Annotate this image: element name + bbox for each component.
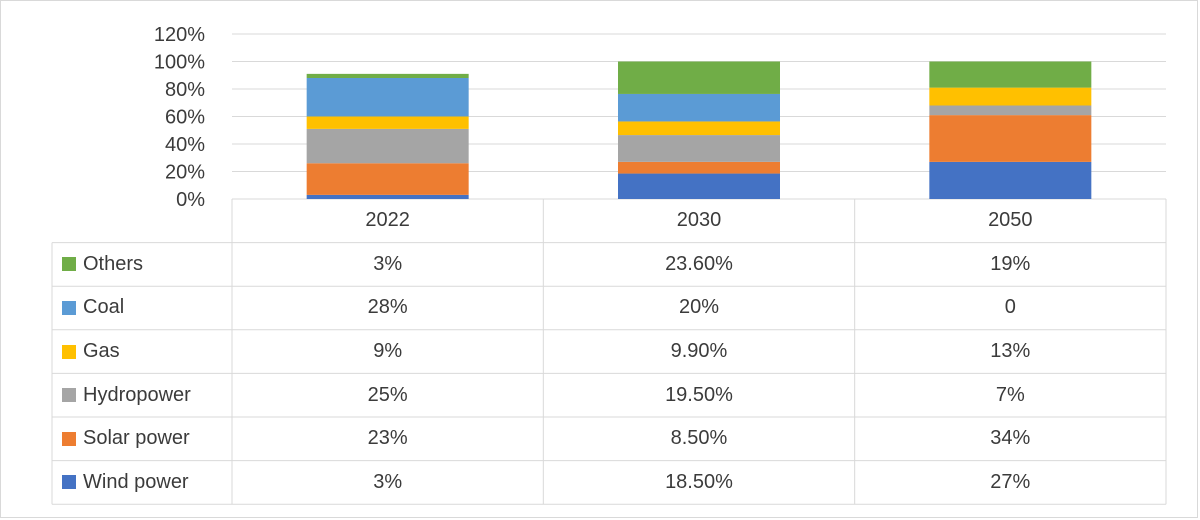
y-tick-label: 20% [165,162,205,184]
x-category-label: 2030 [676,209,722,232]
legend-label: Coal [83,296,125,319]
table-cell-value: 34% [990,427,1031,450]
y-tick-label: 80% [165,79,205,101]
bar-segment-wind-power-2050 [929,161,1092,199]
y-tick-label: 60% [165,107,205,129]
y-axis-labels: 0% 20% 40% 60% 80% 100% 120% [154,24,205,211]
table-cell-value: 27% [990,470,1031,493]
table-cell-value: 8.50% [670,427,728,450]
x-category-label: 2050 [988,209,1033,232]
bar-segment-gas-2050 [929,87,1092,106]
bar-segment-wind-power-2022 [306,194,469,199]
legend-label: Gas [83,340,120,363]
legend-item: Hydropower [52,373,232,417]
y-tick-label: 0% [176,189,205,211]
table-cell-value: 28% [367,296,408,319]
legend-swatch [62,475,76,490]
table-cell-value: 18.50% [665,470,733,493]
legend-swatch [62,300,76,315]
y-tick-label: 100% [154,52,205,74]
bar-segment-hydropower-2030 [618,135,780,162]
legend-swatch [62,388,76,403]
bar-segment-coal-2030 [618,93,780,122]
table-cell-value: 23.60% [665,252,733,275]
table-cell-value: 19.50% [665,383,733,406]
bar-segment-others-2022 [306,73,469,78]
data-table-lines [51,199,1167,505]
bar-segment-wind-power-2030 [618,173,780,199]
bar-segment-solar-power-2050 [929,115,1092,162]
table-cell-value: 3% [373,252,403,275]
table-cell-value: 0 [1004,296,1016,319]
legend-item: Solar power [52,417,232,461]
bar-segment-coal-2022 [306,78,469,117]
legend-item: Others [52,243,232,287]
legend-swatch [62,344,76,359]
bar-segment-solar-power-2022 [306,163,469,195]
y-tick-label: 120% [154,24,205,46]
legend-label: Others [83,252,144,275]
table-cell-value: 13% [990,340,1031,363]
table-cell-value: 25% [367,383,408,406]
table-cell-value: 20% [678,296,719,319]
table-cell-value: 19% [990,252,1031,275]
bar-segments [306,61,1092,199]
bar-segment-hydropower-2022 [306,128,469,164]
legend-item: Wind power [52,461,232,505]
table-cell-value: 3% [373,470,403,493]
y-tick-label: 40% [165,134,205,156]
bar-segment-gas-2022 [306,116,469,129]
bar-segment-hydropower-2050 [929,105,1092,116]
legend-item: Gas [52,330,232,374]
legend-label: Solar power [83,427,190,450]
table-cell-value: 9.90% [670,340,728,363]
legend-item: Coal [52,286,232,330]
bar-segment-others-2030 [618,61,780,94]
legend-swatch [62,431,76,446]
table-cell-value: 23% [367,427,408,450]
bar-segment-others-2050 [929,61,1092,88]
table-cell-value: 7% [995,383,1025,406]
legend-label: Hydropower [83,383,191,406]
bar-segment-gas-2030 [618,121,780,136]
bar-segment-solar-power-2030 [618,161,780,174]
legend-label: Wind power [83,470,189,493]
x-category-label: 2022 [365,209,410,232]
legend-swatch [62,257,76,272]
table-cell-value: 9% [373,340,403,363]
